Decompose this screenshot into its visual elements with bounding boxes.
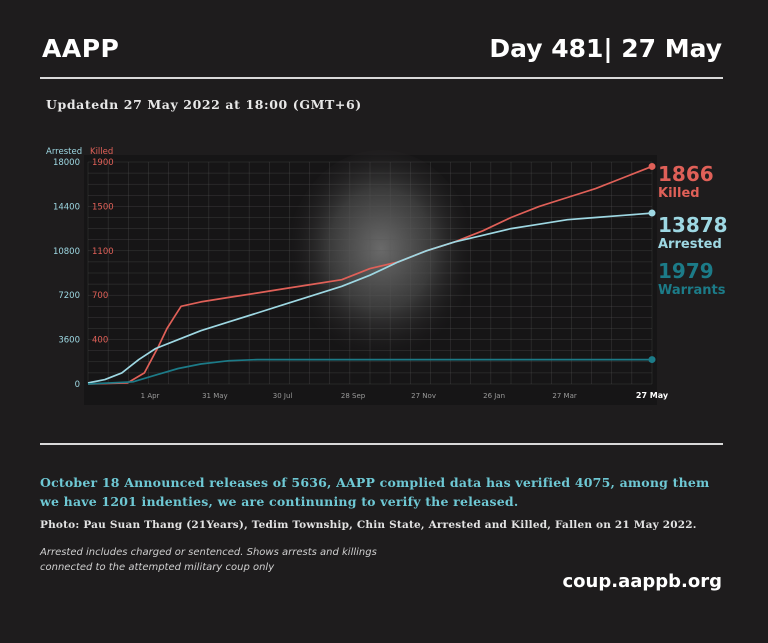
series-line-killed — [87, 165, 653, 385]
x-tick-label: 28 Sep — [341, 392, 366, 400]
footnote-line-2: connected to the attempted military coup… — [40, 562, 275, 573]
series-value-arrested: 13878 — [658, 213, 728, 237]
series-value-killed: 1866 — [658, 162, 714, 186]
x-tick-label: 31 May — [202, 392, 228, 400]
x-tick-label: 1 Apr — [141, 392, 160, 400]
footnote: Arrested includes charged or sentenced. … — [40, 545, 377, 575]
bottom-divider — [40, 443, 723, 445]
left-tick-label: 0 — [75, 380, 80, 390]
casualty-chart: Arrested Killed 18000 14400 10800 7200 3600 0 19… — [46, 147, 728, 405]
series-endpoint-killed — [648, 162, 656, 170]
y-ticks: Arrested Killed 18000 14400 10800 7200 3600 0 19… — [46, 147, 114, 390]
series-endpoint-warrants — [648, 356, 656, 364]
footnote-line-1: Arrested includes charged or sentenced. … — [40, 547, 377, 558]
left-axis-label: Arrested — [46, 147, 82, 157]
left-tick-label: 10800 — [53, 247, 80, 257]
series-line-warrants — [87, 358, 652, 385]
photo-caption: Photo: Pau Suan Thang (21Years), Tedim T… — [40, 519, 697, 531]
x-tick-label: 27 Mar — [552, 392, 576, 400]
left-tick-label: 14400 — [53, 202, 80, 212]
left-tick-label: 18000 — [53, 158, 80, 168]
left-tick-label: 7200 — [58, 291, 80, 301]
right-tick-label: 400 — [92, 336, 108, 346]
series-line-arrested — [87, 212, 653, 384]
series-name-killed: Killed — [658, 186, 700, 201]
series-value-warrants: 1979 — [658, 259, 714, 283]
right-tick-label: 1900 — [92, 158, 114, 168]
x-tick-label: 30 Jul — [273, 392, 293, 400]
top-divider — [40, 77, 723, 79]
right-axis-label: Killed — [90, 147, 113, 157]
right-tick-label: 1100 — [92, 247, 114, 257]
day-counter: Day 481| 27 May — [489, 34, 722, 63]
x-tick-label: 27 May — [636, 391, 669, 400]
series-name-warrants: Warrants — [658, 283, 726, 298]
grid-lines — [87, 161, 653, 385]
series-lines — [87, 162, 656, 385]
site-url[interactable]: coup.aappb.org — [562, 571, 723, 592]
announcement-text: October 18 Announced releases of 5636, A… — [40, 475, 710, 509]
series-name-arrested: Arrested — [658, 237, 722, 252]
portrait-photo — [286, 150, 476, 370]
brand-title: AAPP — [42, 34, 120, 63]
left-tick-label: 3600 — [58, 336, 80, 346]
series-endpoint-arrested — [648, 209, 656, 217]
right-tick-label: 1500 — [92, 202, 114, 212]
right-tick-label: 700 — [92, 291, 108, 301]
x-ticks: 1 Apr 31 May 30 Jul 28 Sep 27 Nov 26 Jan 27 Ma… — [141, 391, 669, 400]
x-tick-label: 27 Nov — [411, 392, 436, 400]
x-tick-label: 26 Jan — [483, 392, 505, 400]
updated-timestamp: Updatedn 27 May 2022 at 18:00 (GMT+6) — [46, 97, 362, 112]
